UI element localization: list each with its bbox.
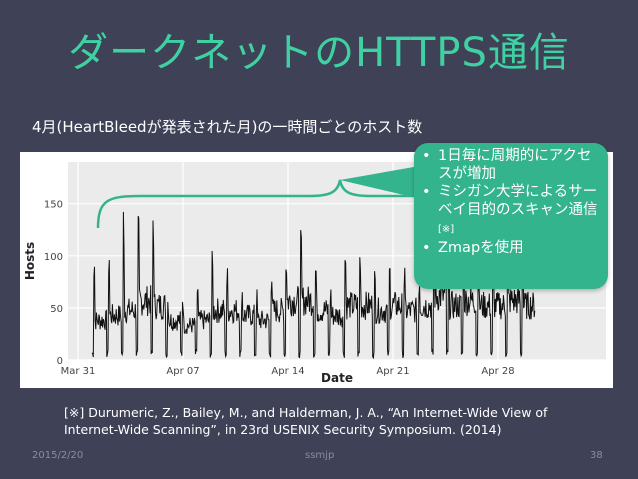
x-tick-label: Apr 28 xyxy=(481,366,514,377)
callout-item-periodic: 1日毎に周期的にアクセスが増加 xyxy=(422,147,602,183)
y-axis-label: Hosts xyxy=(23,242,37,280)
x-tick-label: Mar 31 xyxy=(61,366,96,377)
slide-title: ダークネットのHTTPS通信 xyxy=(68,30,570,76)
callout-item-survey: ミシガン大学によるサーベイ目的のスキャン通信[※] xyxy=(422,183,602,239)
y-tick-label: 100 xyxy=(44,252,63,263)
citation-text: [※] Durumeric, Z., Bailey, M., and Halde… xyxy=(64,405,548,437)
y-tick-label: 50 xyxy=(50,304,63,315)
callout-box: 1日毎に周期的にアクセスが増加 ミシガン大学によるサーベイ目的のスキャン通信[※… xyxy=(414,143,608,289)
footer-date: 2015/2/20 xyxy=(32,450,84,461)
x-tick-label: Apr 07 xyxy=(166,366,199,377)
callout-item-zmap: Zmapを使用 xyxy=(422,239,602,257)
chart-subtitle: 4月(HeartBleedが発表された月)の一時間ごとのホスト数 xyxy=(32,118,423,136)
footer-page-number: 38 xyxy=(590,450,603,461)
x-axis-label: Date xyxy=(321,371,353,385)
hosts-series-line xyxy=(91,211,536,360)
callout-list: 1日毎に周期的にアクセスが増加 ミシガン大学によるサーベイ目的のスキャン通信[※… xyxy=(414,143,608,257)
y-tick-labels: 0 50 100 150 xyxy=(44,200,63,367)
x-tick-label: Apr 21 xyxy=(376,366,409,377)
x-tick-labels: Mar 31 Apr 07 Apr 14 Apr 21 Apr 28 xyxy=(61,366,515,377)
y-tick-label: 0 xyxy=(57,356,63,367)
x-tick-label: Apr 14 xyxy=(271,366,304,377)
footer-author: ssmjp xyxy=(305,450,335,461)
y-tick-label: 150 xyxy=(44,200,63,211)
